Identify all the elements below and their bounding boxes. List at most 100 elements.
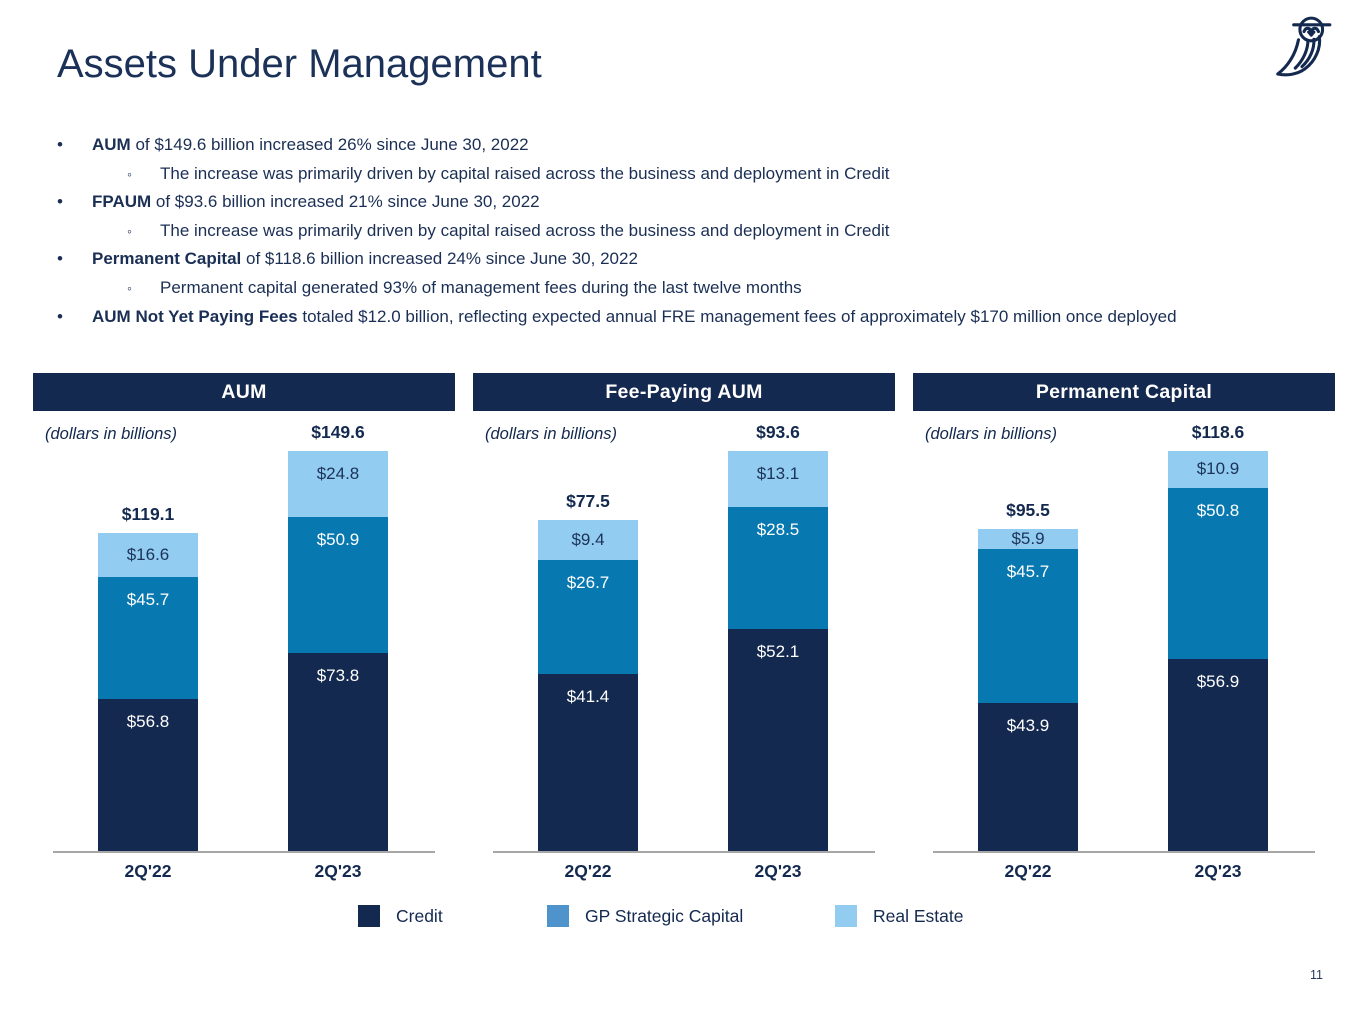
- units-note: (dollars in billions): [485, 425, 618, 443]
- page-title: Assets Under Management: [57, 42, 542, 86]
- legend-item-gp-strategic-capital: GP Strategic Capital: [547, 905, 743, 927]
- sub-bullet-text: Permanent capital generated 93% of manag…: [160, 277, 802, 297]
- segment-value-label: $50.8: [1196, 500, 1240, 520]
- units-note: (dollars in billions): [45, 425, 178, 443]
- bar-segment-real-estate: $24.8: [288, 451, 388, 518]
- chart-header-permanent-capital: Permanent Capital: [913, 373, 1335, 411]
- segment-value-label: $45.7: [1006, 561, 1050, 581]
- sub-bullet-text: The increase was primarily driven by cap…: [160, 163, 890, 183]
- stacked-bar-2q-23: $24.8 $50.9 $73.8: [288, 451, 388, 851]
- legend-swatch-gp-strategic-capital: [547, 905, 569, 927]
- chart-header-aum: AUM: [33, 373, 455, 411]
- bar-segment-gp-strategic-capital: $45.7: [98, 576, 198, 700]
- bar-total-label: $119.1: [121, 503, 175, 524]
- page-number: 11: [1310, 968, 1323, 982]
- legend-swatch-credit: [358, 905, 380, 927]
- plot-area: $9.4 $26.7 $41.4 $77.5 $13.1 $28.5 $52.1 $93.6: [473, 422, 895, 851]
- bar-segment-credit: $56.8: [98, 699, 198, 851]
- legend-item-real-estate: Real Estate: [835, 905, 963, 927]
- plot-area: $5.9 $45.7 $43.9 $95.5 $10.9 $50.8 $56.9 $118.6: [913, 422, 1335, 851]
- bullet-permanent-capital: Permanent Capital of $118.6 billion incr…: [57, 245, 1322, 274]
- x-axis-labels: 2Q'22 2Q'23: [473, 861, 895, 887]
- legend-label: Credit: [396, 905, 443, 926]
- summary-bullets: AUM of $149.6 billion increased 26% sinc…: [57, 131, 1322, 331]
- bar-segment-gp-strategic-capital: $45.7: [978, 548, 1078, 703]
- sub-bullet-aum: The increase was primarily driven by cap…: [57, 160, 1322, 189]
- bar-segment-credit: $73.8: [288, 653, 388, 851]
- segment-value-label: $28.5: [756, 519, 800, 539]
- x-axis-line: [933, 851, 1315, 853]
- bullet-lead: FPAUM: [92, 192, 152, 212]
- category-label: 2Q'22: [124, 861, 172, 881]
- bar-segment-real-estate: $9.4: [538, 519, 638, 560]
- bar-segment-real-estate: $13.1: [728, 451, 828, 507]
- sub-bullet-fpaum: The increase was primarily driven by cap…: [57, 217, 1322, 246]
- bar-segment-credit: $56.9: [1168, 659, 1268, 851]
- stacked-bar-2q-23: $13.1 $28.5 $52.1: [728, 451, 828, 851]
- segment-value-label: $5.9: [1011, 528, 1045, 548]
- bar-total-label: $118.6: [1191, 422, 1245, 442]
- segment-value-label: $16.6: [126, 544, 170, 564]
- legend-label: Real Estate: [873, 905, 964, 926]
- x-axis-line: [53, 851, 435, 853]
- stacked-bar-2q-22: $5.9 $45.7 $43.9: [978, 529, 1078, 851]
- bullet-lead: AUM Not Yet Paying Fees: [92, 306, 298, 326]
- bar-segment-real-estate: $10.9: [1168, 451, 1268, 488]
- stacked-bar-2q-23: $10.9 $50.8 $56.9: [1168, 451, 1268, 851]
- chart-aum: AUM (dollars in billions) $16.6 $45.7 $56.…: [33, 373, 455, 913]
- chart-permanent-capital: Permanent Capital (dollars in billions) …: [913, 373, 1335, 913]
- x-axis-line: [493, 851, 875, 853]
- bar-segment-gp-strategic-capital: $50.9: [288, 517, 388, 654]
- owl-icon: [1276, 16, 1332, 77]
- segment-value-label: $43.9: [1006, 715, 1050, 735]
- bar-segment-real-estate: $5.9: [978, 529, 1078, 549]
- bullet-aum: AUM of $149.6 billion increased 26% sinc…: [57, 131, 1322, 160]
- sub-bullet-text: The increase was primarily driven by cap…: [160, 220, 890, 240]
- bullet-aum-not-yet-paying-fees: AUM Not Yet Paying Fees totaled $12.0 bi…: [57, 303, 1322, 332]
- segment-value-label: $9.4: [571, 529, 605, 549]
- bar-segment-gp-strategic-capital: $50.8: [1168, 487, 1268, 660]
- bar-segment-credit: $43.9: [978, 702, 1078, 851]
- stacked-bar-2q-22: $16.6 $45.7 $56.8: [98, 532, 198, 851]
- segment-value-label: $10.9: [1196, 459, 1240, 479]
- segment-value-label: $56.8: [126, 712, 170, 732]
- segment-value-label: $41.4: [566, 687, 610, 707]
- bar-total-label: $149.6: [311, 422, 365, 442]
- segment-value-label: $24.8: [316, 464, 360, 483]
- bar-total-label: $93.6: [756, 422, 800, 442]
- bullet-text: of $149.6 billion increased 26% since Ju…: [130, 135, 529, 154]
- category-label: 2Q'23: [754, 861, 802, 881]
- bar-total-label: $95.5: [1006, 499, 1050, 520]
- category-label: 2Q'23: [314, 861, 362, 881]
- bar-segment-gp-strategic-capital: $26.7: [538, 559, 638, 675]
- x-axis-labels: 2Q'22 2Q'23: [913, 861, 1335, 887]
- legend-swatch-real-estate: [835, 905, 857, 927]
- bar-segment-gp-strategic-capital: $28.5: [728, 506, 828, 629]
- segment-value-label: $13.1: [756, 464, 800, 483]
- legend-item-credit: Credit: [358, 905, 443, 927]
- segment-value-label: $26.7: [566, 572, 610, 592]
- bullet-text: of $118.6 billion increased 24% since Ju…: [241, 249, 638, 269]
- plot-area: $16.6 $45.7 $56.8 $119.1 $24.8 $50.9 $73.8 $149…: [33, 422, 455, 851]
- stacked-bar-2q-22: $9.4 $26.7 $41.4: [538, 519, 638, 851]
- bullet-text: totaled $12.0 billion, reflecting expect…: [297, 306, 1177, 326]
- legend-label: GP Strategic Capital: [585, 905, 744, 926]
- chart-fee-paying-aum: Fee-Paying AUM (dollars in billions) $9.…: [473, 373, 895, 913]
- category-label: 2Q'23: [1194, 861, 1242, 881]
- segment-value-label: $52.1: [756, 641, 800, 661]
- segment-value-label: $50.9: [316, 530, 360, 550]
- bullet-lead: Permanent Capital: [92, 249, 242, 269]
- bullet-fpaum: FPAUM of $93.6 billion increased 21% sin…: [57, 188, 1322, 217]
- legend: Credit GP Strategic Capital Real Estate: [0, 905, 1365, 935]
- bar-total-label: $77.5: [566, 490, 610, 511]
- bar-segment-real-estate: $16.6: [98, 532, 198, 577]
- units-note: (dollars in billions): [925, 425, 1058, 443]
- segment-value-label: $56.9: [1196, 672, 1240, 692]
- category-label: 2Q'22: [1004, 861, 1052, 881]
- segment-value-label: $45.7: [126, 589, 170, 609]
- bullet-lead: AUM: [92, 135, 131, 154]
- bar-segment-credit: $52.1: [728, 628, 828, 851]
- x-axis-labels: 2Q'22 2Q'23: [33, 861, 455, 887]
- chart-header-fee-paying-aum: Fee-Paying AUM: [473, 373, 895, 411]
